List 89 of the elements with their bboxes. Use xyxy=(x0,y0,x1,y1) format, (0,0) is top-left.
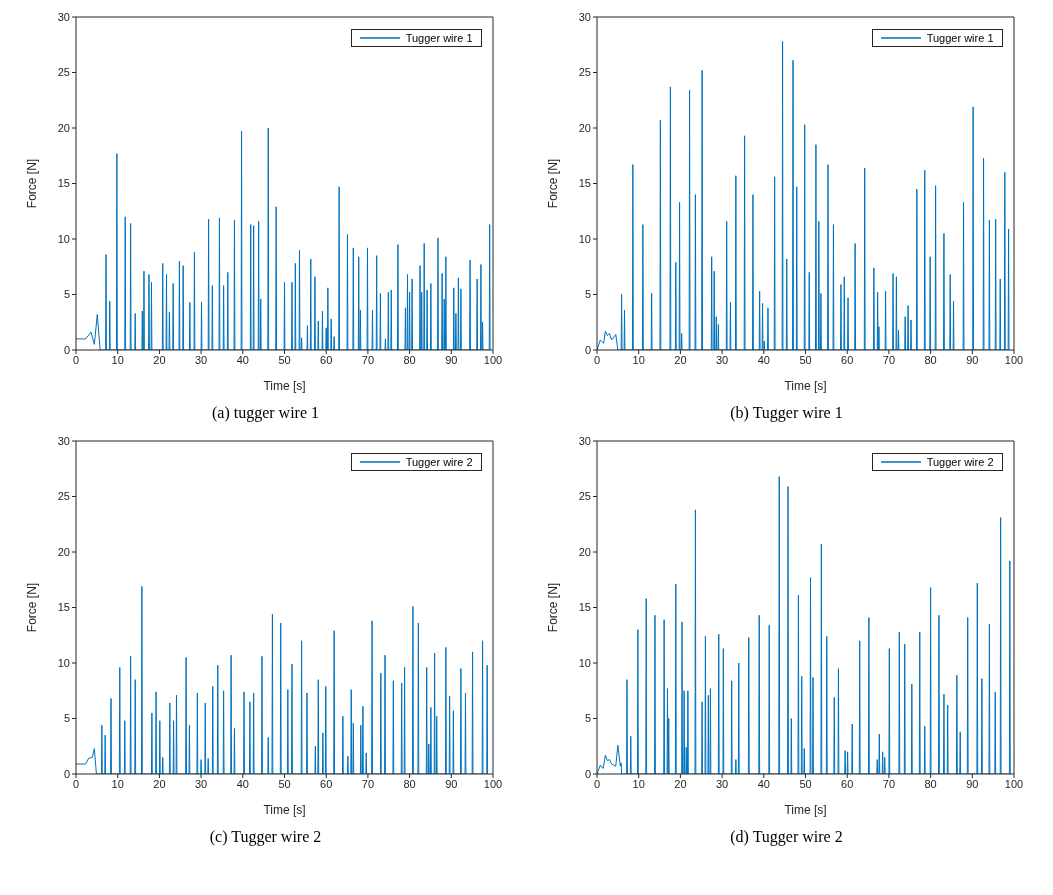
x-tick-label: 30 xyxy=(715,777,728,790)
y-tick-label: 5 xyxy=(63,288,70,301)
x-tick-label: 60 xyxy=(840,777,853,790)
x-axis-title: Time [s] xyxy=(262,379,306,393)
text: (b) Tugger wire 1 xyxy=(730,404,843,422)
y-tick-label: 5 xyxy=(63,712,70,725)
x-tick-label: 0 xyxy=(72,777,79,790)
x-tick-label: 60 xyxy=(319,777,332,790)
line-series xyxy=(75,585,488,774)
y-tick-label: 0 xyxy=(63,767,70,780)
x-tick-label: 10 xyxy=(632,777,645,790)
x-tick-label: 20 xyxy=(152,353,166,366)
y-tick-label: 30 xyxy=(57,10,70,23)
x-tick-label: 10 xyxy=(632,353,645,366)
x-tick-label: 30 xyxy=(194,777,207,790)
text: (c) Tugger wire 2 xyxy=(209,828,322,846)
y-tick-label: 10 xyxy=(57,232,70,245)
x-tick-label: 20 xyxy=(673,353,687,366)
y-tick-label: 0 xyxy=(584,343,591,356)
x-tick-label: 30 xyxy=(715,353,728,366)
x-tick-label: 80 xyxy=(923,353,937,366)
x-tick-label: 80 xyxy=(402,353,416,366)
y-tick-label: 30 xyxy=(57,434,70,447)
x-tick-label: 50 xyxy=(798,777,812,790)
x-tick-label: 20 xyxy=(673,777,687,790)
x-tick-label: 20 xyxy=(152,777,166,790)
x-tick-label: 50 xyxy=(277,777,291,790)
y-tick-label: 30 xyxy=(578,434,591,447)
x-tick-label: 100 xyxy=(1004,353,1023,366)
x-tick-label: 70 xyxy=(361,777,374,790)
y-tick-label: 15 xyxy=(57,601,70,614)
x-tick-label: 90 xyxy=(965,777,978,790)
x-tick-label: 40 xyxy=(757,353,770,366)
x-tick-label: 0 xyxy=(72,353,79,366)
y-tick-label: 25 xyxy=(578,490,591,503)
y-tick-label: 0 xyxy=(63,343,70,356)
x-tick-label: 90 xyxy=(965,353,978,366)
x-tick-label: 40 xyxy=(757,777,770,790)
x-tick-label: 40 xyxy=(236,777,249,790)
x-tick-label: 80 xyxy=(402,777,416,790)
x-tick-label: 0 xyxy=(593,777,600,790)
y-tick-label: 20 xyxy=(57,545,70,558)
x-tick-label: 60 xyxy=(319,353,332,366)
x-axis-title: Time [s] xyxy=(783,803,827,817)
y-tick-label: 20 xyxy=(578,545,591,558)
y-axis-title: Force [N] xyxy=(545,158,560,209)
x-tick-label: 70 xyxy=(361,353,374,366)
x-tick-label: 80 xyxy=(923,777,937,790)
y-tick-label: 5 xyxy=(584,712,591,725)
x-tick-label: 10 xyxy=(111,353,124,366)
x-tick-label: 60 xyxy=(840,353,853,366)
y-axis-title: Force [N] xyxy=(545,582,560,633)
legend-label: Tugger wire 2 xyxy=(405,456,473,468)
x-tick-label: 70 xyxy=(882,353,895,366)
x-tick-label: 40 xyxy=(236,353,249,366)
y-tick-label: 15 xyxy=(578,177,591,190)
x-tick-label: 90 xyxy=(444,353,457,366)
x-axis-title: Time [s] xyxy=(262,803,306,817)
x-tick-label: 10 xyxy=(111,777,124,790)
y-axis-title: Force [N] xyxy=(24,582,39,633)
x-tick-label: 100 xyxy=(483,777,502,790)
y-tick-label: 30 xyxy=(578,10,591,23)
y-tick-label: 10 xyxy=(578,232,591,245)
y-tick-label: 15 xyxy=(57,177,70,190)
y-tick-label: 20 xyxy=(57,121,70,134)
x-tick-label: 0 xyxy=(593,353,600,366)
y-tick-label: 10 xyxy=(57,656,70,669)
x-tick-label: 70 xyxy=(882,777,895,790)
text: (d) Tugger wire 2 xyxy=(730,828,843,846)
y-tick-label: 25 xyxy=(578,66,591,79)
x-tick-label: 100 xyxy=(1004,777,1023,790)
x-tick-label: 90 xyxy=(444,777,457,790)
x-tick-label: 30 xyxy=(194,353,207,366)
y-axis-title: Force [N] xyxy=(24,158,39,209)
legend-label: Tugger wire 2 xyxy=(926,456,994,468)
y-tick-label: 5 xyxy=(584,288,591,301)
legend-label: Tugger wire 1 xyxy=(926,32,994,44)
y-tick-label: 15 xyxy=(578,601,591,614)
x-tick-label: 100 xyxy=(483,353,502,366)
y-tick-label: 0 xyxy=(584,767,591,780)
x-tick-label: 50 xyxy=(798,353,812,366)
x-axis-title: Time [s] xyxy=(783,379,827,393)
x-tick-label: 50 xyxy=(277,353,291,366)
y-tick-label: 20 xyxy=(578,121,591,134)
y-tick-label: 25 xyxy=(57,66,70,79)
y-tick-label: 25 xyxy=(57,490,70,503)
y-tick-label: 10 xyxy=(578,656,591,669)
text: (a) tugger wire 1 xyxy=(211,404,320,422)
legend-label: Tugger wire 1 xyxy=(405,32,473,44)
